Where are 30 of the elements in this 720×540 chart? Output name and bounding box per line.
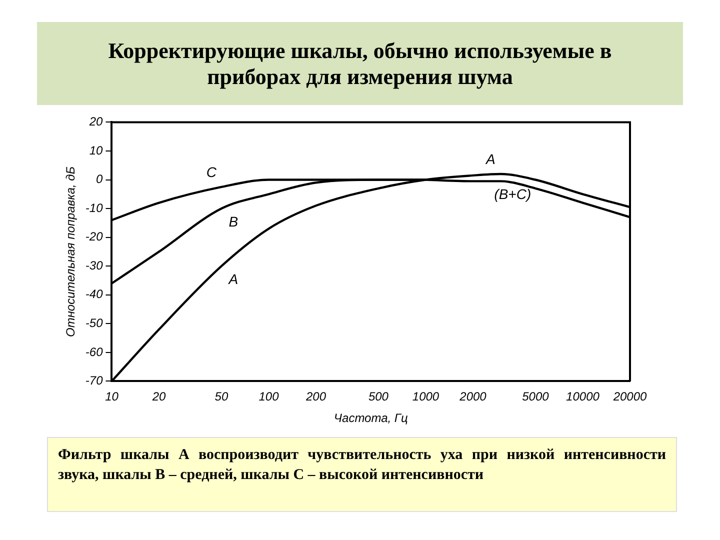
text: A: [228, 270, 238, 287]
y-tick-label: 0: [96, 172, 104, 186]
x-tick-label: 10: [105, 390, 119, 404]
x-tick-label: 2000: [458, 390, 487, 404]
y-tick-label: -40: [85, 287, 104, 302]
series-label: (B+C): [494, 186, 532, 202]
x-tick-label: 10000: [566, 390, 600, 404]
x-axis-title: Частота, Гц: [334, 411, 408, 426]
series-label: C: [206, 164, 218, 180]
y-tick-label: -60: [85, 344, 104, 359]
x-tick-label: 500: [368, 390, 389, 404]
x-tick-label: 20: [151, 390, 166, 404]
x-tick-label: 5000: [522, 390, 550, 404]
y-tick-label: 10: [89, 143, 104, 158]
y-tick-label: -10: [85, 200, 104, 215]
y-tick-label: -50: [85, 316, 104, 330]
x-tick-label: 1000: [412, 390, 440, 404]
series-label: A: [484, 150, 496, 167]
text: Фильтр шкалы А воспроизводит чувствительность уха при низкой интенсивности звука, шкалы В – средней, шкалы С – высокой интенсивности: [47, 437, 677, 512]
y-tick-label: 20: [88, 114, 104, 129]
y-tick-label: -30: [85, 258, 104, 272]
y-tick-label: -70: [85, 374, 104, 388]
x-tick-label: 50: [214, 390, 228, 404]
y-axis-title: Относительная поправка, дБ: [64, 166, 78, 338]
chart-title: Корректирующие шкалы, обычно используемые в приборах для измерения шума: [37, 22, 683, 105]
x-tick-label: 200: [304, 390, 326, 404]
y-tick-label: -20: [85, 230, 104, 244]
x-tick-label: 20000: [612, 390, 648, 404]
series-label: B: [228, 213, 238, 230]
x-tick-label: 100: [258, 390, 280, 404]
